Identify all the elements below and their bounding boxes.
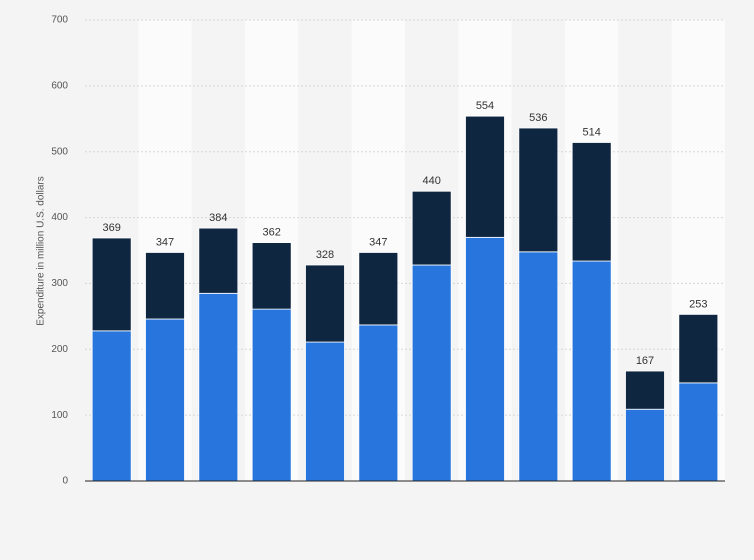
bar-segment <box>571 260 612 482</box>
bar-segment <box>251 242 292 310</box>
bar-segment <box>465 236 505 482</box>
y-tick-label: 200 <box>51 344 68 355</box>
bar-segment <box>518 251 559 482</box>
total-label: 347 <box>369 236 387 248</box>
total-label: 384 <box>209 212 227 224</box>
total-label: 440 <box>422 175 440 187</box>
bar-segment <box>518 127 559 253</box>
total-label: 362 <box>262 227 280 239</box>
total-label: 514 <box>582 126 600 138</box>
bar-segment <box>625 408 665 482</box>
bar-segment <box>571 142 612 262</box>
bar-segment <box>145 252 185 320</box>
total-label: 253 <box>689 298 707 310</box>
total-label: 369 <box>102 222 120 234</box>
y-tick-label: 300 <box>51 278 68 289</box>
y-tick-label: 500 <box>51 146 68 157</box>
bar-segment <box>678 382 719 482</box>
bar-segment <box>91 237 132 332</box>
total-label: 347 <box>156 236 174 248</box>
bar-segment <box>678 313 719 384</box>
y-tick-label: 600 <box>51 80 68 91</box>
bar-segment <box>198 292 239 482</box>
bar-segment <box>145 318 185 482</box>
y-axis-label: Expenditure in million U.S. dollars <box>36 176 47 326</box>
bar-segment <box>358 252 399 326</box>
bar-segment <box>198 227 239 294</box>
total-label: 328 <box>316 249 334 261</box>
bar-segment <box>411 190 452 266</box>
bar-segment <box>625 370 665 410</box>
bar-segment <box>358 324 399 482</box>
y-tick-label: 700 <box>51 15 68 26</box>
y-tick-label: 0 <box>62 476 68 487</box>
total-label: 554 <box>476 100 494 112</box>
total-label: 167 <box>636 355 654 367</box>
bar-segment <box>411 264 452 482</box>
bar-segment <box>305 264 345 343</box>
bar-segment <box>91 330 132 482</box>
y-tick-label: 400 <box>51 212 68 223</box>
bar-segment <box>465 115 505 238</box>
bar-segment <box>305 341 345 482</box>
bar-segment <box>251 308 292 482</box>
y-tick-label: 100 <box>51 410 68 421</box>
total-label: 536 <box>529 112 547 124</box>
